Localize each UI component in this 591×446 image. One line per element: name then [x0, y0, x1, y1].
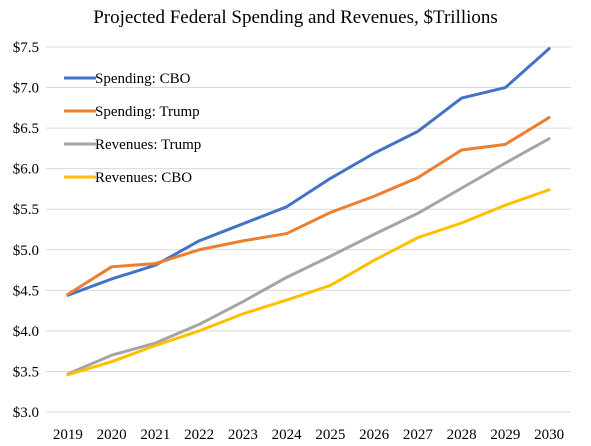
- legend-label: Revenues: CBO: [95, 170, 192, 186]
- x-tick-label: 2025: [315, 427, 345, 443]
- x-tick-label: 2028: [447, 427, 477, 443]
- series-line: [66, 137, 551, 376]
- grid-layer: [46, 46, 571, 413]
- x-tick-label: 2021: [140, 427, 170, 443]
- y-tick-label: $4.5: [13, 283, 39, 299]
- x-tick-label: 2023: [228, 427, 258, 443]
- legend: Spending: CBO Spending: Trump Revenues: Tr…: [64, 71, 201, 186]
- y-axis-ticks: $3.0 $3.5 $4.0 $4.5 $5.0 $5.5 $6.0 $6.5 $7.0 $7.5: [13, 40, 39, 421]
- y-tick-label: $6.0: [13, 162, 39, 178]
- y-tick-label: $3.0: [13, 405, 39, 421]
- y-tick-label: $7.0: [13, 81, 39, 97]
- x-tick-label: 2020: [97, 427, 127, 443]
- x-tick-label: 2019: [53, 427, 83, 443]
- x-tick-label: 2029: [490, 427, 520, 443]
- y-tick-label: $5.0: [13, 243, 39, 259]
- y-tick-label: $6.5: [13, 121, 39, 137]
- y-tick-label: $4.0: [13, 324, 39, 340]
- x-tick-label: 2024: [272, 427, 303, 443]
- x-tick-label: 2022: [184, 427, 214, 443]
- series-line: [66, 47, 551, 297]
- x-tick-label: 2027: [403, 427, 434, 443]
- series-line: [66, 188, 551, 377]
- y-tick-label: $7.5: [13, 40, 39, 56]
- x-tick-label: 2026: [359, 427, 390, 443]
- series-layer: [66, 47, 551, 377]
- y-tick-label: $5.5: [13, 202, 39, 218]
- y-tick-label: $3.5: [13, 364, 39, 380]
- series-line: [66, 116, 551, 296]
- legend-label: Spending: CBO: [95, 71, 191, 87]
- x-axis-ticks: 2019 2020 2021 2022 2023 2024 2025 2026 2027 2028…: [53, 427, 564, 443]
- chart-title: Projected Federal Spending and Revenues,…: [93, 7, 498, 28]
- legend-label: Spending: Trump: [95, 104, 200, 120]
- legend-label: Revenues: Trump: [95, 137, 201, 153]
- x-tick-label: 2030: [534, 427, 564, 443]
